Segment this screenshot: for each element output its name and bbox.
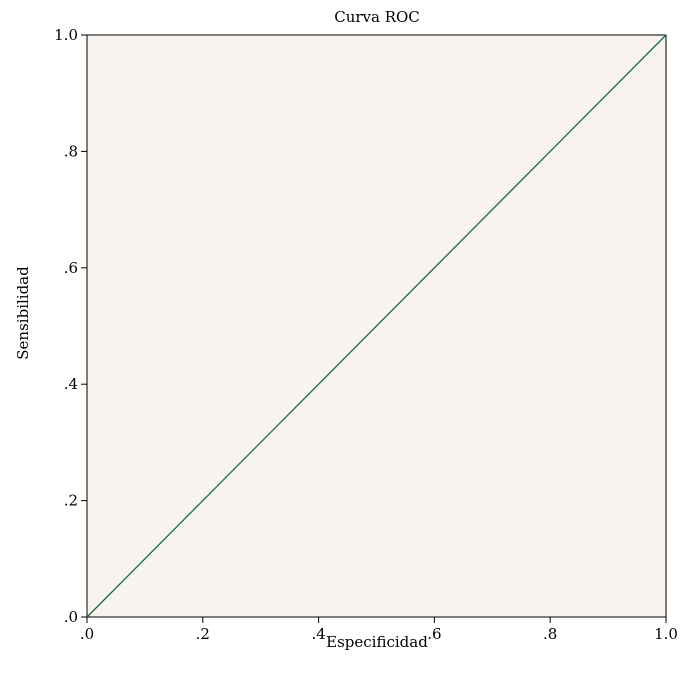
y-axis: .0 .2 .4 .6 .8 1.0 (54, 26, 87, 626)
y-tick-label: .4 (64, 375, 78, 393)
x-tick-label: .0 (80, 625, 94, 643)
y-tick-label: 1.0 (54, 26, 78, 44)
x-axis: .0 .2 .4 .6 .8 1.0 (80, 617, 678, 643)
x-tick-label: 1.0 (654, 625, 678, 643)
chart-title: Curva ROC (334, 8, 420, 26)
x-tick-label: .8 (543, 625, 557, 643)
y-tick-label: .8 (64, 142, 78, 160)
y-tick-label: .6 (64, 259, 78, 277)
roc-curve-line (86, 34, 667, 618)
x-tick-label: .4 (311, 625, 325, 643)
y-tick-label: .0 (64, 608, 78, 626)
x-axis-title: Especificidad (326, 633, 428, 651)
series-layer (86, 34, 667, 618)
x-tick-label: .6 (427, 625, 441, 643)
y-tick-label: .2 (64, 492, 78, 510)
y-axis-title: Sensibilidad (14, 266, 32, 360)
x-tick-label: .2 (196, 625, 210, 643)
